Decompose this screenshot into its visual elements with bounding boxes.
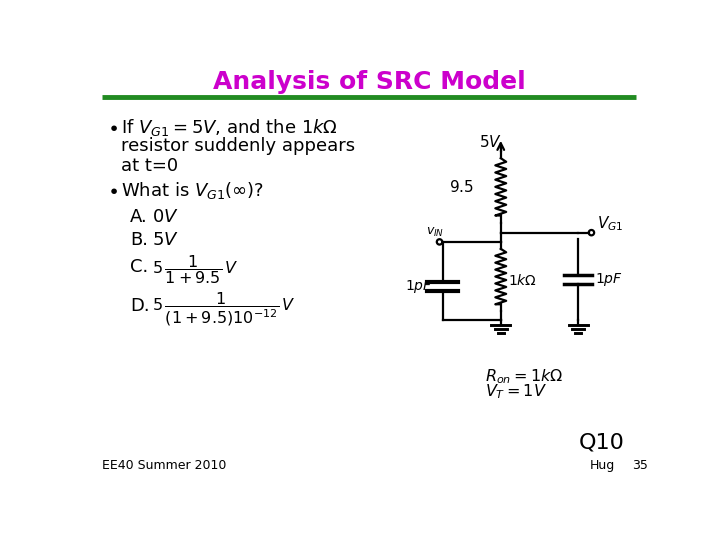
Text: C.: C. <box>130 258 148 276</box>
Text: $1pF$: $1pF$ <box>595 271 623 288</box>
Text: $v_{IN}$: $v_{IN}$ <box>426 226 444 239</box>
Text: Analysis of SRC Model: Analysis of SRC Model <box>212 70 526 94</box>
Text: $5\,\dfrac{1}{1+9.5}\,V$: $5\,\dfrac{1}{1+9.5}\,V$ <box>152 253 238 286</box>
Text: What is $V_{G1}(\infty)$?: What is $V_{G1}(\infty)$? <box>121 180 264 201</box>
Text: $\bullet$: $\bullet$ <box>107 117 118 136</box>
Text: $5V$: $5V$ <box>152 231 179 249</box>
Text: $V_T = 1V$: $V_T = 1V$ <box>485 383 547 401</box>
Text: 35: 35 <box>632 458 649 472</box>
Text: $5V$: $5V$ <box>479 134 502 150</box>
Text: B.: B. <box>130 231 148 249</box>
Text: $V_{G1}$: $V_{G1}$ <box>597 214 624 233</box>
Text: D.: D. <box>130 296 150 315</box>
Text: Q10: Q10 <box>579 432 625 452</box>
Text: $5\,\dfrac{1}{(1+9.5)10^{-12}}\,V$: $5\,\dfrac{1}{(1+9.5)10^{-12}}\,V$ <box>152 291 296 328</box>
Text: Hug: Hug <box>590 458 615 472</box>
Text: $1k\Omega$: $1k\Omega$ <box>508 273 538 288</box>
Text: EE40 Summer 2010: EE40 Summer 2010 <box>102 458 226 472</box>
Text: $0V$: $0V$ <box>152 208 179 226</box>
Text: resistor suddenly appears: resistor suddenly appears <box>121 137 355 155</box>
Text: at t=0: at t=0 <box>121 157 178 175</box>
Text: If $V_{G1} = 5V$, and the $1k\Omega$: If $V_{G1} = 5V$, and the $1k\Omega$ <box>121 117 338 138</box>
Text: $1pF$: $1pF$ <box>405 278 433 295</box>
Text: $\bullet$: $\bullet$ <box>107 180 118 199</box>
Text: A.: A. <box>130 208 148 226</box>
Text: $9.5$: $9.5$ <box>449 179 474 195</box>
Text: $R_{on} = 1k\Omega$: $R_{on} = 1k\Omega$ <box>485 367 564 386</box>
